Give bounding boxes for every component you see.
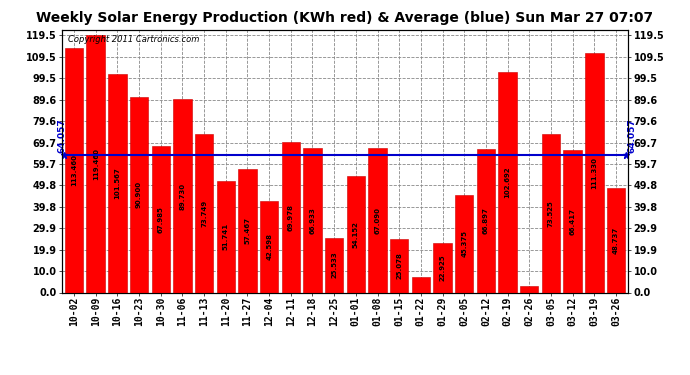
- Text: 90.900: 90.900: [136, 181, 142, 208]
- Bar: [152, 146, 170, 292]
- Bar: [65, 48, 83, 292]
- Bar: [304, 148, 322, 292]
- Bar: [585, 53, 604, 292]
- Bar: [238, 169, 257, 292]
- Bar: [564, 150, 582, 292]
- Text: 113.460: 113.460: [71, 154, 77, 186]
- Bar: [607, 188, 625, 292]
- Text: 73.749: 73.749: [201, 200, 207, 227]
- Text: 119.460: 119.460: [92, 148, 99, 180]
- Text: 25.078: 25.078: [396, 252, 402, 279]
- Text: 64.057: 64.057: [57, 118, 66, 153]
- Bar: [86, 36, 105, 292]
- Text: 66.933: 66.933: [310, 207, 315, 234]
- Bar: [325, 237, 344, 292]
- Text: 54.152: 54.152: [353, 221, 359, 248]
- Bar: [390, 238, 408, 292]
- Bar: [433, 243, 452, 292]
- Bar: [260, 201, 278, 292]
- Bar: [130, 97, 148, 292]
- Bar: [520, 286, 538, 292]
- Text: 102.692: 102.692: [504, 166, 511, 198]
- Text: 101.567: 101.567: [115, 167, 120, 199]
- Text: 42.598: 42.598: [266, 233, 272, 260]
- Text: 69.978: 69.978: [288, 204, 294, 231]
- Text: 48.737: 48.737: [613, 226, 619, 254]
- Text: 89.730: 89.730: [179, 182, 186, 210]
- Text: Copyright 2011 Cartronics.com: Copyright 2011 Cartronics.com: [68, 35, 199, 44]
- Text: 67.090: 67.090: [375, 207, 380, 234]
- Bar: [498, 72, 517, 292]
- Bar: [195, 134, 213, 292]
- Bar: [455, 195, 473, 292]
- Text: 67.985: 67.985: [158, 206, 164, 233]
- Bar: [217, 181, 235, 292]
- Text: 51.741: 51.741: [223, 223, 229, 251]
- Text: Weekly Solar Energy Production (KWh red) & Average (blue) Sun Mar 27 07:07: Weekly Solar Energy Production (KWh red)…: [37, 11, 653, 25]
- Text: 45.375: 45.375: [461, 230, 467, 257]
- Bar: [368, 148, 386, 292]
- Text: 66.417: 66.417: [570, 207, 575, 234]
- Text: 73.525: 73.525: [548, 200, 554, 227]
- Bar: [412, 278, 430, 292]
- Bar: [108, 74, 126, 292]
- Bar: [282, 142, 300, 292]
- Text: 22.925: 22.925: [440, 255, 446, 281]
- Text: 66.897: 66.897: [483, 207, 489, 234]
- Text: 111.330: 111.330: [591, 157, 598, 189]
- Text: 57.467: 57.467: [244, 217, 250, 244]
- Text: 25.533: 25.533: [331, 252, 337, 278]
- Bar: [542, 134, 560, 292]
- Bar: [477, 148, 495, 292]
- Bar: [173, 99, 192, 292]
- Text: 64.057: 64.057: [628, 118, 637, 153]
- Bar: [346, 176, 365, 292]
